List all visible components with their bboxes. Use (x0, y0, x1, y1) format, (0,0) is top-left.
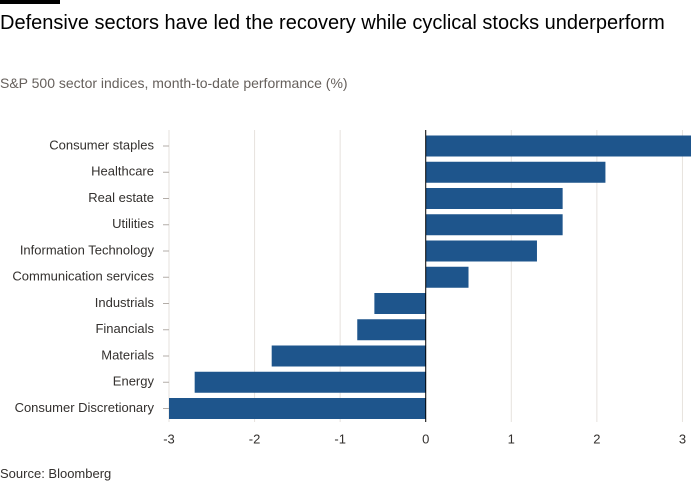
bar-consumer-staples (425, 135, 691, 157)
category-label: Communication services (12, 269, 154, 284)
source-note: Source: Bloomberg (0, 466, 112, 481)
category-label: Utilities (112, 216, 154, 231)
bar-communication-services (425, 266, 469, 288)
bars (169, 135, 691, 419)
bar-industrials (374, 293, 426, 314)
x-tick-label: -2 (249, 431, 261, 446)
category-label: Real estate (88, 190, 154, 205)
x-tick-label: 3 (679, 431, 686, 446)
axes (163, 130, 427, 422)
category-label: Industrials (95, 295, 155, 310)
bar-financials (357, 319, 426, 341)
category-label: Healthcare (91, 164, 154, 179)
bar-utilities (425, 214, 563, 236)
x-tick-label: 0 (422, 431, 429, 446)
bar-real-estate (425, 188, 563, 209)
x-tick-labels: -3 -2 -1 0 1 2 3 (163, 431, 686, 446)
category-label: Consumer Discretionary (15, 400, 155, 415)
category-label: Financials (95, 321, 154, 336)
bar-healthcare (425, 161, 606, 183)
chart-subtitle: S&P 500 sector indices, month-to-date pe… (0, 75, 348, 91)
bar-materials (271, 345, 426, 367)
category-label: Materials (101, 347, 154, 362)
category-label: Energy (113, 374, 155, 389)
x-tick-label: 1 (508, 431, 515, 446)
top-accent-rule (0, 0, 60, 4)
category-label: Consumer staples (49, 137, 154, 152)
x-tick-label: -1 (334, 431, 346, 446)
x-tick-label: 2 (593, 431, 600, 446)
x-tick-label: -3 (163, 431, 175, 446)
bar-information-technology (425, 240, 537, 262)
bar-energy (194, 371, 426, 393)
category-label: Information Technology (20, 242, 155, 257)
chart-title: Defensive sectors have led the recovery … (0, 12, 665, 34)
bar-consumer-discretionary (169, 398, 426, 419)
category-labels: Consumer staples Healthcare Real estate Uti… (12, 137, 154, 415)
